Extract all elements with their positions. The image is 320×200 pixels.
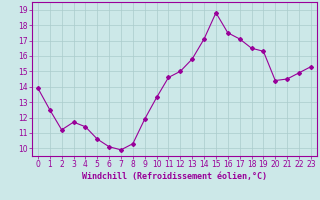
X-axis label: Windchill (Refroidissement éolien,°C): Windchill (Refroidissement éolien,°C) <box>82 172 267 181</box>
